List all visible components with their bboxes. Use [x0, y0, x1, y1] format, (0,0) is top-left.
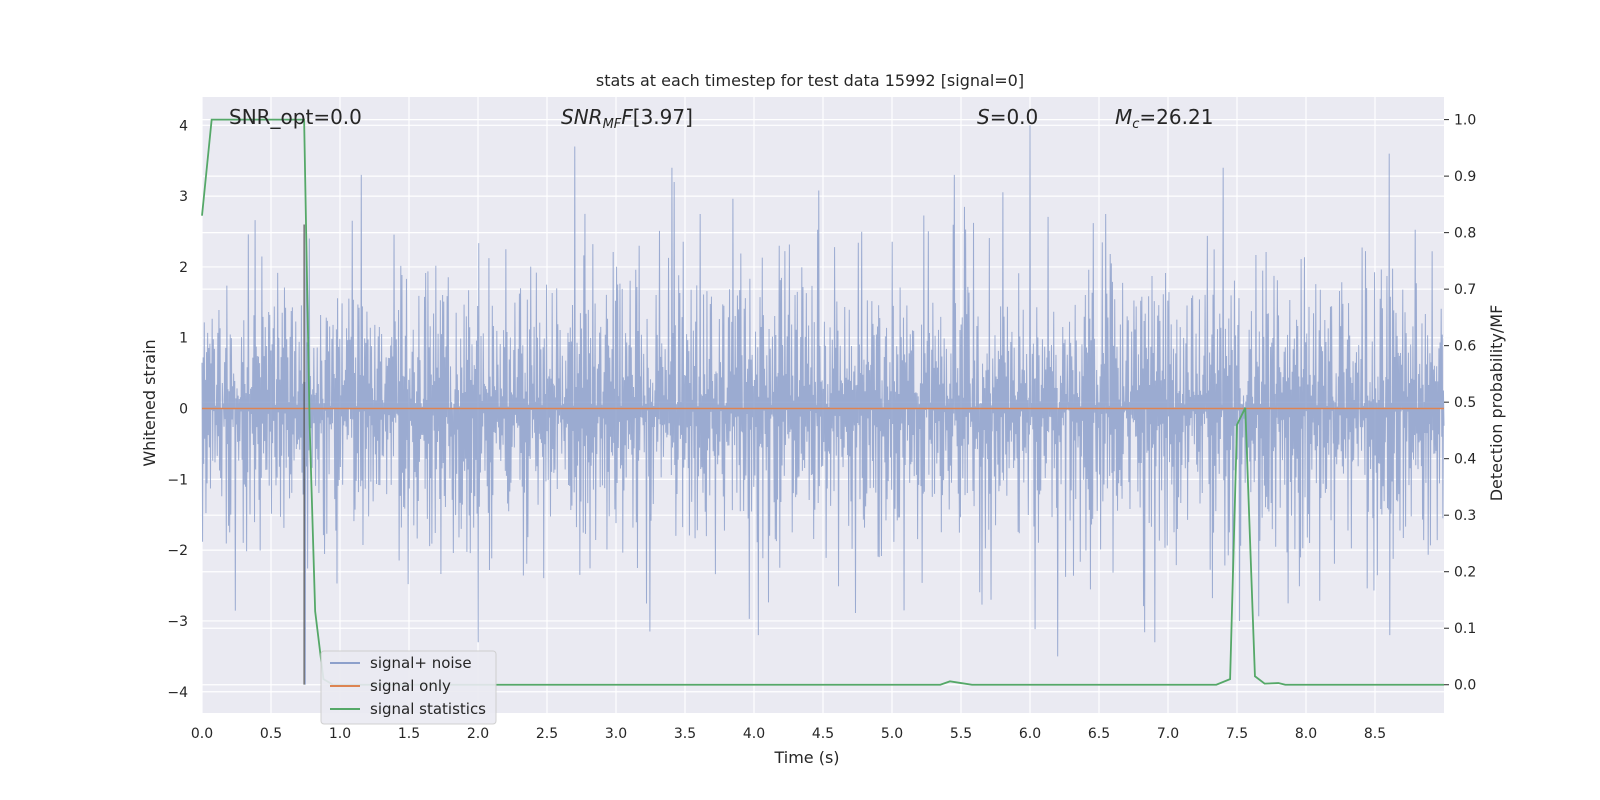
y-axis-right-ticks: 0.0 0.1 0.2 0.3 0.4 0.5 0.6 0.7 0.8 0.9 1.0: [1444, 113, 1476, 694]
s-annotation: S=0.0: [977, 105, 1038, 129]
y-left-tick-label-4: 0: [179, 402, 188, 418]
snr-mf-annotation: SNRMFF[3.97]: [561, 105, 693, 132]
x-tick-label-12: 6.0: [1019, 726, 1041, 742]
legend-label-noise: signal+ noise: [370, 654, 472, 672]
y-right-tick-label-9: 0.9: [1454, 169, 1476, 185]
chart-title: stats at each timestep for test data 159…: [596, 71, 1024, 90]
x-tick-label-13: 6.5: [1088, 726, 1110, 742]
legend-label-statistics: signal statistics: [370, 700, 486, 718]
x-tick-label-10: 5.0: [881, 726, 903, 742]
x-tick-label-15: 7.5: [1226, 726, 1248, 742]
legend: signal+ noise signal only signal statist…: [320, 650, 497, 725]
x-tick-label-3: 1.5: [398, 726, 420, 742]
y-right-tick-label-1: 0.1: [1454, 621, 1476, 637]
x-tick-label-17: 8.5: [1364, 726, 1386, 742]
x-tick-label-0: 0.0: [191, 726, 213, 742]
x-tick-label-7: 3.5: [674, 726, 696, 742]
y-right-tick-label-8: 0.8: [1454, 226, 1476, 242]
y-right-tick-label-6: 0.6: [1454, 339, 1476, 355]
y-left-tick-label-6: 2: [179, 260, 188, 276]
y-left-tick-label-3: −1: [167, 472, 188, 488]
y-right-tick-label-7: 0.7: [1454, 282, 1476, 298]
y-right-tick-label-5: 0.5: [1454, 395, 1476, 411]
statistics-line: [201, 118, 1444, 686]
noise-trace: [201, 125, 1445, 685]
mc-annotation: Mc=26.21: [1115, 105, 1213, 132]
y-left-tick-label-1: −3: [167, 614, 188, 630]
x-tick-label-6: 3.0: [605, 726, 627, 742]
y-axis-left-ticks: −4 −3 −2 −1 0 1 2 3 4: [167, 118, 188, 700]
y-right-tick-label-2: 0.2: [1454, 565, 1476, 581]
y-left-tick-label-7: 3: [179, 189, 188, 205]
x-axis-ticks: 0.0 0.5 1.0 1.5 2.0 2.5 3.0 3.5 4.0 4.5 5.0 5.5 6.0 6…: [191, 726, 1386, 742]
y-left-tick-label-0: −4: [167, 685, 188, 701]
y-right-tick-label-0: 0.0: [1454, 678, 1476, 694]
legend-label-signal: signal only: [370, 677, 451, 695]
x-tick-label-16: 8.0: [1295, 726, 1317, 742]
legend-box: [320, 650, 497, 725]
y-left-tick-label-2: −2: [167, 543, 188, 559]
y-axis-right-label: Detection probability/MF: [1487, 305, 1506, 502]
y-right-tick-label-3: 0.3: [1454, 508, 1476, 524]
x-axis-label: Time (s): [773, 748, 839, 767]
y-right-tick-label-4: 0.4: [1454, 452, 1476, 468]
snr-opt-annotation: SNR_opt=0.0: [229, 105, 362, 129]
x-tick-label-5: 2.5: [536, 726, 558, 742]
y-axis-left-label: Whitened strain: [140, 339, 159, 466]
x-tick-label-4: 2.0: [467, 726, 489, 742]
series-signal-statistics: [201, 118, 1444, 686]
series-signal-plus-noise: [201, 125, 1445, 685]
y-left-tick-label-8: 4: [179, 118, 188, 134]
x-tick-label-1: 0.5: [260, 726, 282, 742]
x-tick-label-8: 4.0: [743, 726, 765, 742]
y-right-tick-label-10: 1.0: [1454, 113, 1476, 129]
x-tick-label-2: 1.0: [329, 726, 351, 742]
x-tick-label-14: 7.0: [1157, 726, 1179, 742]
x-tick-label-9: 4.5: [812, 726, 834, 742]
x-tick-label-11: 5.5: [950, 726, 972, 742]
y-left-tick-label-5: 1: [179, 331, 188, 347]
